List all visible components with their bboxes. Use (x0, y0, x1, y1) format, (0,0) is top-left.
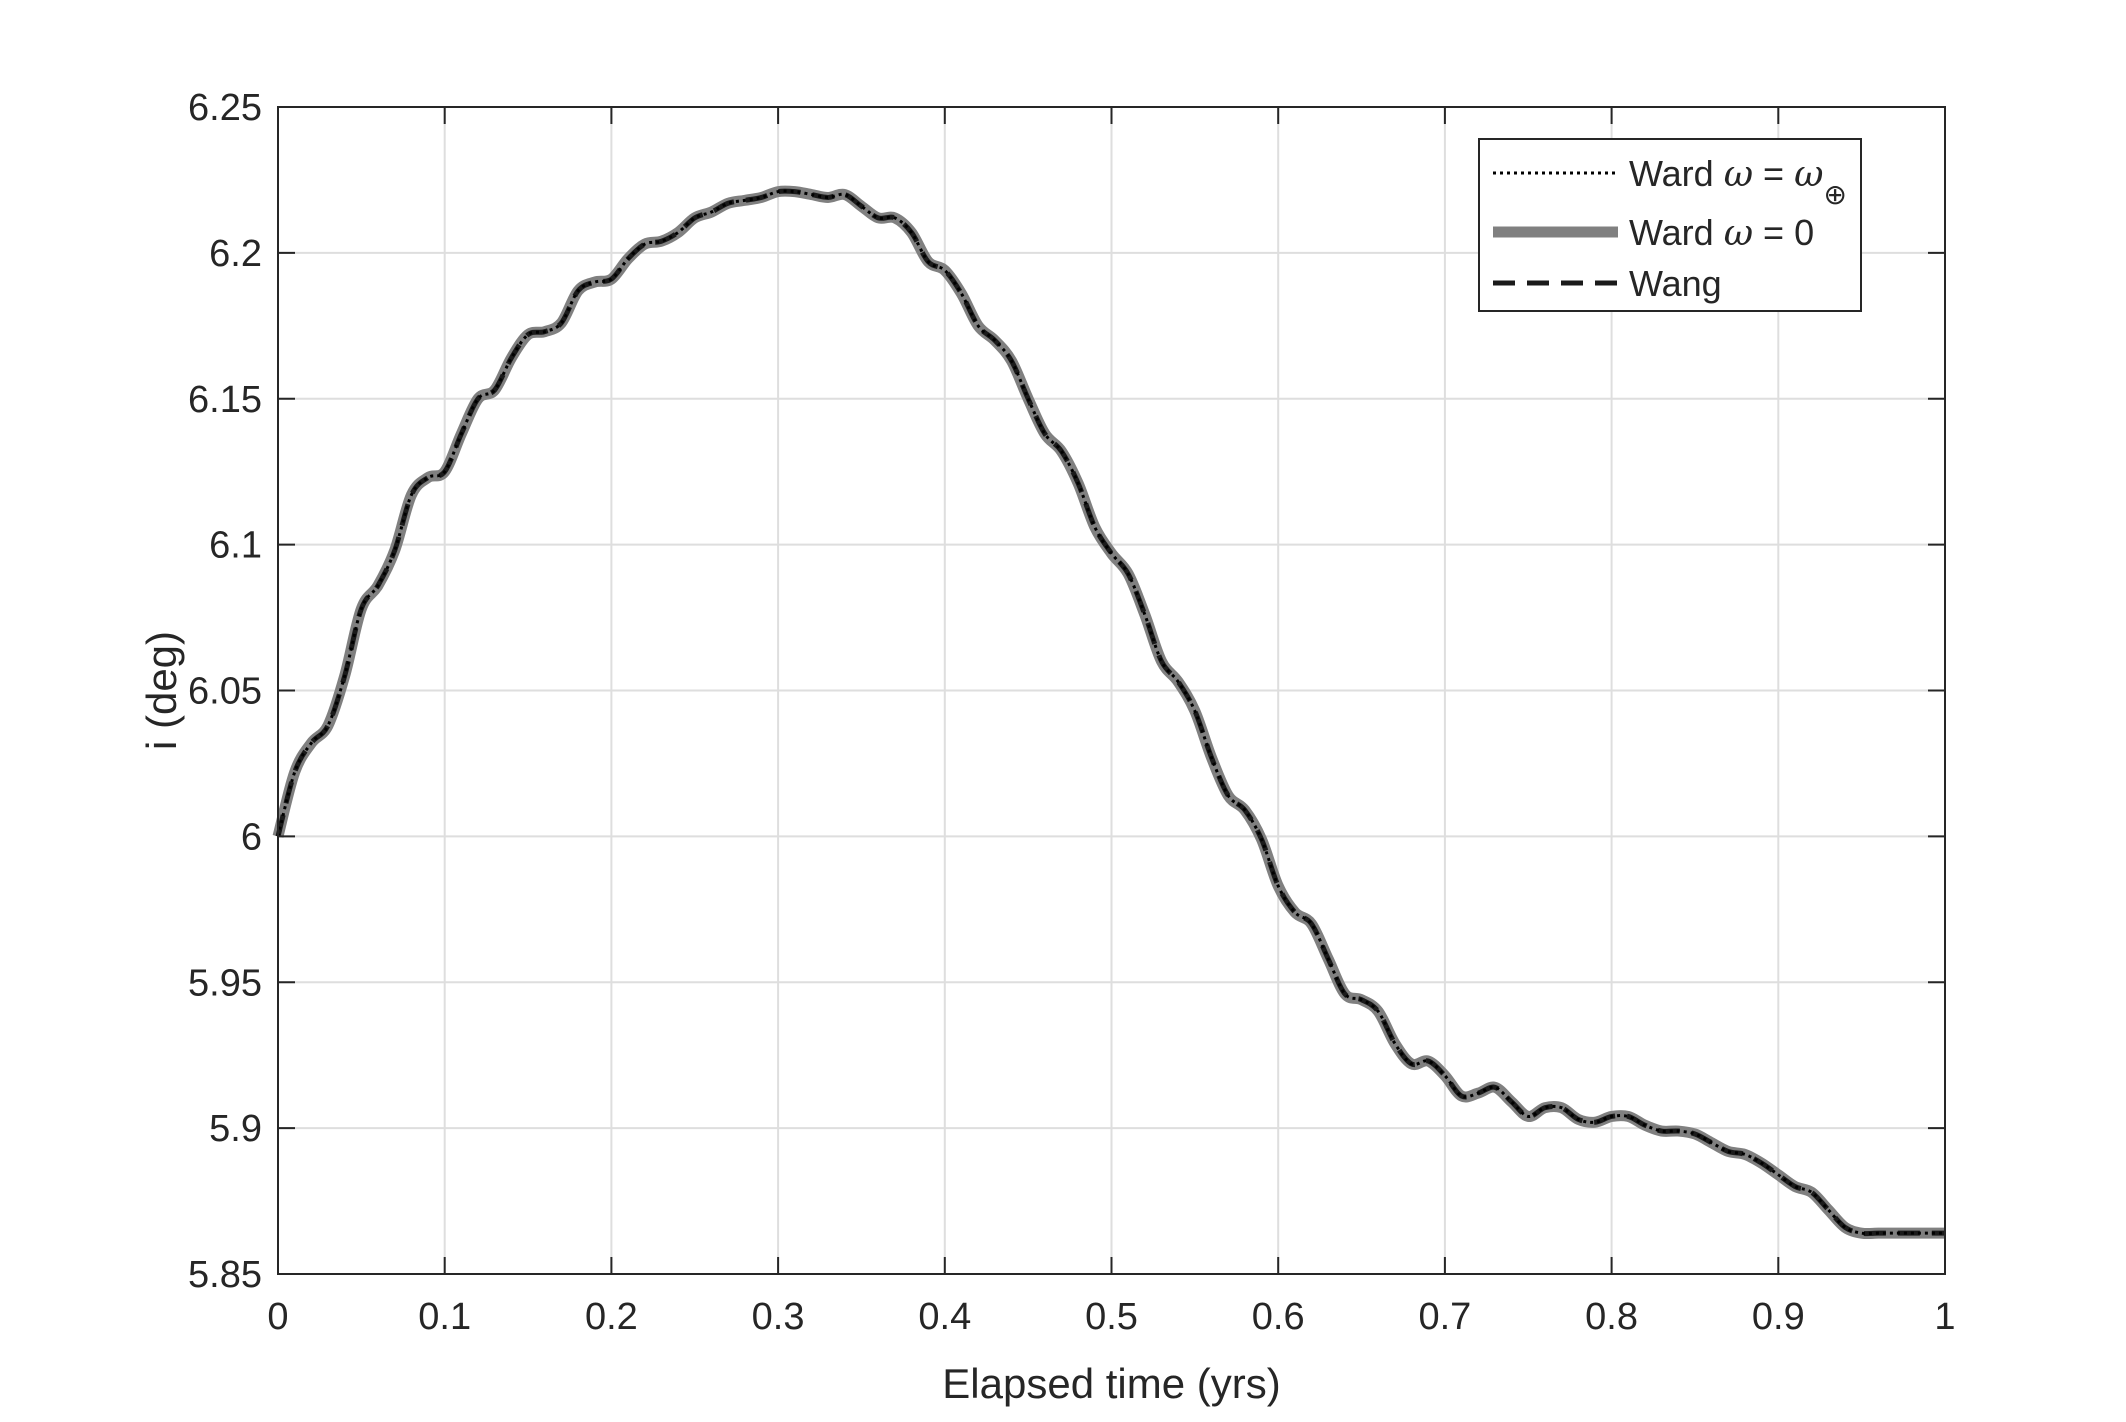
y-axis-label: i (deg) (138, 631, 185, 750)
legend: Ward ω = ω⊕Ward ω = 0 Wang (1478, 138, 1862, 312)
y-tick-label: 6.25 (188, 87, 262, 129)
axis-tick-labels: 0 0.1 0.2 0.3 0.4 0.5 0.6 0.7 0.8 0.9 1 5.85 5.9 5.95… (188, 87, 1956, 1338)
legend-entry-label: Wang (1629, 263, 1722, 304)
legend-entry-label: Ward ω = 0 (1629, 212, 1814, 254)
y-tick-label: 6.15 (188, 379, 262, 421)
y-tick-label: 6 (241, 816, 262, 858)
x-tick-label: 0.6 (1252, 1296, 1305, 1338)
x-tick-label: 0.8 (1585, 1296, 1638, 1338)
x-tick-label: 0.4 (918, 1296, 971, 1338)
x-tick-label: 0.1 (418, 1296, 471, 1338)
x-tick-label: 0.2 (585, 1296, 638, 1338)
series-lines (272, 185, 1945, 1240)
y-tick-label: 5.9 (209, 1108, 262, 1150)
x-tick-label: 1 (1934, 1296, 1955, 1338)
x-tick-label: 0.9 (1752, 1296, 1805, 1338)
y-tick-label: 5.95 (188, 962, 262, 1004)
y-tick-label: 6.1 (209, 525, 262, 567)
y-tick-label: 5.85 (188, 1254, 262, 1296)
y-tick-label: 6.05 (188, 671, 262, 713)
series-line-dotted (276, 189, 1945, 1236)
x-tick-label: 0.5 (1085, 1296, 1138, 1338)
y-tick-label: 6.2 (209, 233, 262, 275)
legend-entry-label: Ward ω = ω⊕ (1629, 153, 1847, 210)
axis-ticks (277, 106, 1946, 1275)
x-tick-label: 0.7 (1418, 1296, 1471, 1338)
x-axis-label: Elapsed time (yrs) (942, 1360, 1280, 1407)
x-tick-label: 0 (267, 1296, 288, 1338)
x-tick-label: 0.3 (752, 1296, 805, 1338)
